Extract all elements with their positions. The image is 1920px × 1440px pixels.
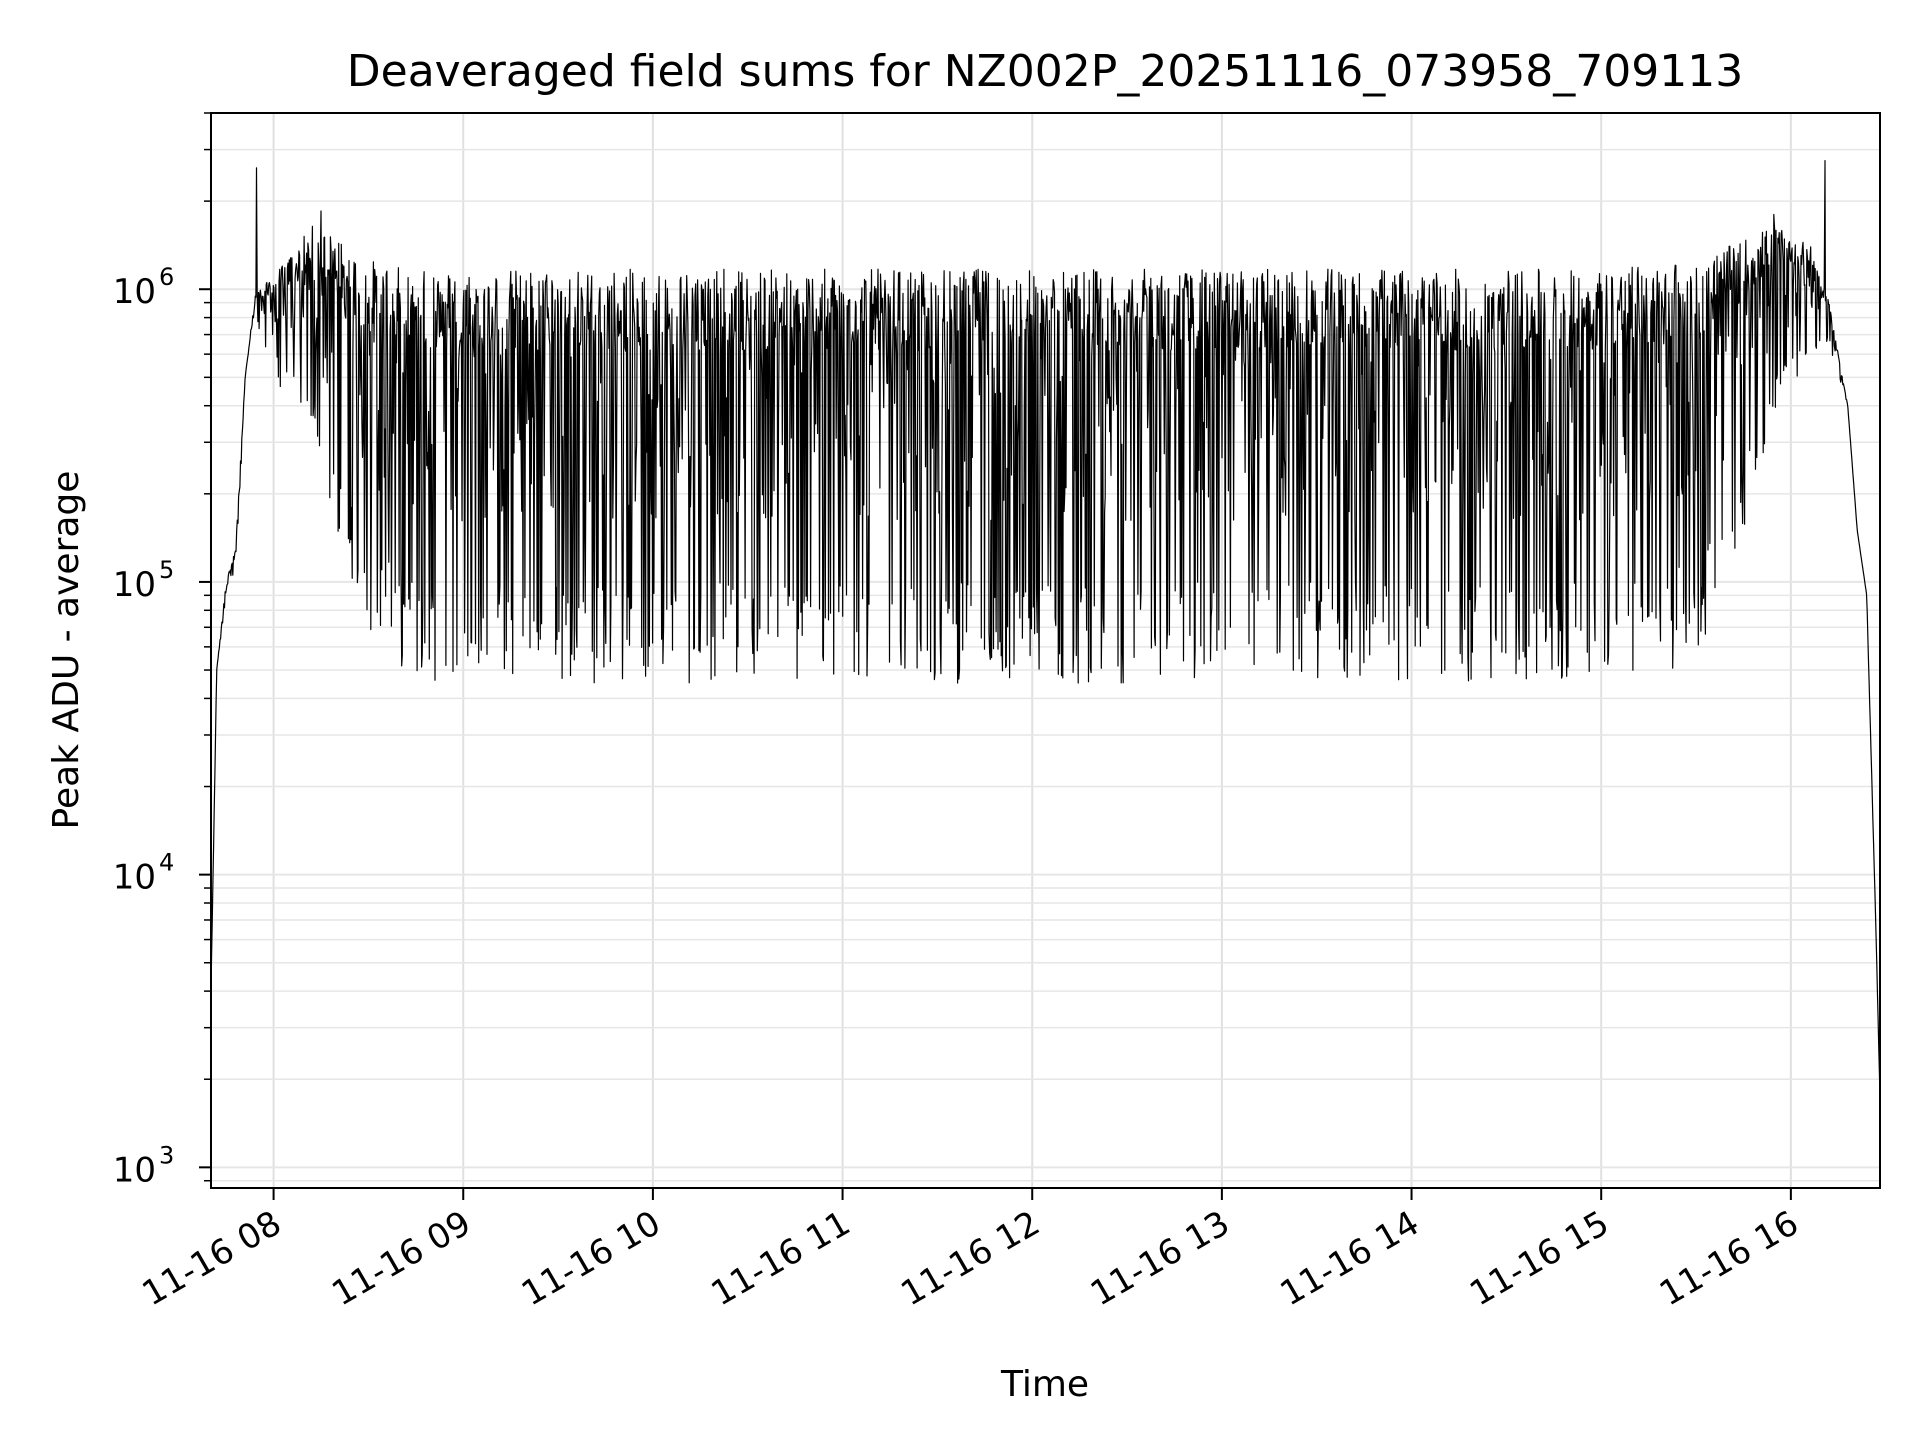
y-tick-label: 10 [113,1150,156,1190]
y-tick-label: 10 [113,565,156,605]
y-tick-label: 10 [113,272,156,312]
x-tick-label: 11-16 08 [136,1203,288,1314]
x-axis: 11-16 08 11-16 09 11-16 10 11-16 11 11-16 12… [136,1188,1805,1314]
chart-title: Deaveraged field sums for NZ002P_2025111… [347,46,1743,97]
x-tick-label: 11-16 13 [1084,1203,1236,1314]
y-tick-exponent: 6 [159,263,174,291]
y-tick-exponent: 5 [159,556,174,584]
y-tick-label: 10 [113,858,156,898]
series-line [210,160,1881,1100]
x-tick-label: 11-16 11 [705,1203,857,1314]
grid [211,112,1880,1188]
x-tick-label: 11-16 16 [1653,1203,1805,1314]
x-tick-label: 11-16 14 [1274,1203,1426,1314]
x-tick-label: 11-16 09 [325,1203,477,1314]
y-tick-exponent: 4 [159,849,174,877]
y-tick-exponent: 3 [159,1141,174,1169]
x-tick-label: 11-16 15 [1463,1203,1615,1314]
x-tick-label: 11-16 12 [894,1203,1046,1314]
x-tick-label: 11-16 10 [515,1203,667,1314]
y-axis-label: Peak ADU - average [46,471,87,830]
x-axis-label: Time [1000,1364,1089,1405]
plot-frame [210,112,1881,1189]
series-path [210,160,1881,1100]
